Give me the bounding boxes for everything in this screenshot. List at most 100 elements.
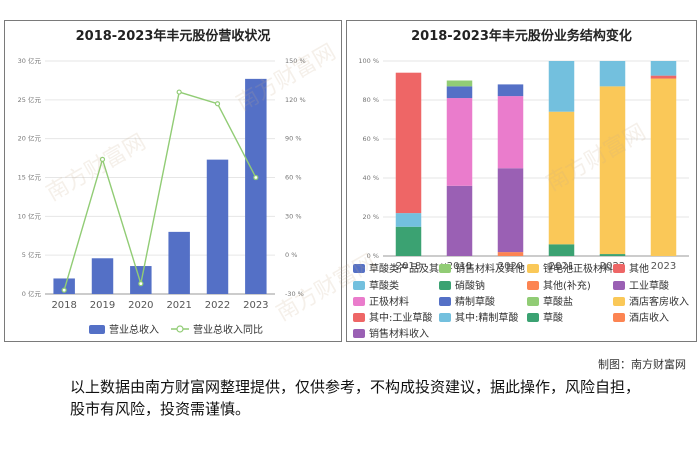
- y-tick-label: 40 %: [362, 174, 379, 182]
- legend-label-revenue: 营业总收入: [109, 323, 159, 336]
- stacked-segment: [446, 86, 473, 99]
- legend-label: 硝酸钠: [455, 279, 485, 292]
- bar: [91, 258, 114, 294]
- legend-label: 精制草酸: [455, 295, 495, 308]
- y-tick-label: 60 %: [362, 135, 379, 143]
- legend-swatch: [527, 264, 539, 273]
- bar: [53, 278, 75, 294]
- x-tick-label: 2022: [205, 300, 230, 311]
- stacked-segment: [650, 78, 677, 256]
- legend-label: 其中:精制草酸: [455, 311, 518, 324]
- legend-swatch: [439, 281, 451, 290]
- y-left-tick-label: 10 亿元: [18, 211, 42, 220]
- stacked-segment: [395, 72, 422, 214]
- structure-chart-title: 2018-2023年丰元股份业务结构变化: [411, 29, 632, 44]
- bar: [168, 231, 190, 294]
- growth-point: [99, 156, 106, 162]
- legend-swatch: [613, 313, 625, 322]
- legend-swatch: [439, 297, 451, 306]
- stacked-segment: [548, 61, 575, 112]
- y-tick-label: 80 %: [362, 96, 379, 104]
- legend-swatch: [353, 297, 365, 306]
- legend-swatch: [353, 281, 365, 290]
- stacked-segment: [650, 75, 677, 79]
- legend-label: 草酸盐: [543, 295, 573, 308]
- x-tick-label: 2020: [498, 261, 523, 272]
- disclaimer-text: 以上数据由南方财富网整理提供，仅供参考，不构成投资建议，据此操作，风险自担，股市…: [70, 378, 641, 418]
- legend-swatch: [353, 264, 365, 273]
- y-right-tick-label: 60 %: [285, 174, 302, 182]
- legend-swatch: [439, 264, 451, 273]
- bar: [130, 266, 152, 294]
- y-right-tick-label: 30 %: [285, 212, 302, 220]
- x-tick-label: 2021: [166, 300, 191, 311]
- growth-line: [63, 91, 257, 291]
- credit-text: 制图：南方财富网: [598, 358, 686, 371]
- revenue-chart: 0 亿元 5 亿元 10 亿元 15 亿元 20 亿元 25 亿元 30 亿元 -30 % 0 …: [18, 56, 306, 336]
- legend-label: 其他(补充): [543, 279, 591, 292]
- revenue-chart-title: 2018-2023年丰元股份营收状况: [75, 29, 271, 44]
- legend-swatch: [613, 297, 625, 306]
- x-tick-label: 2018: [51, 300, 76, 311]
- stacked-segment: [446, 80, 473, 87]
- legend-swatch-growth-point: [176, 325, 184, 333]
- stacked-segment: [395, 226, 422, 256]
- legend-label: 锂电池正极材料: [543, 262, 613, 275]
- y-right-tick-label: -30 %: [285, 290, 304, 298]
- stacked-segment: [650, 61, 677, 76]
- legend-label: 正极材料: [369, 295, 409, 308]
- legend-label: 销售材料收入: [369, 327, 429, 340]
- stacked-segment: [497, 96, 524, 169]
- stacked-segment: [446, 98, 473, 186]
- legend-swatch: [439, 313, 451, 322]
- stacked-segment: [497, 252, 524, 256]
- legend-label: 工业草酸: [629, 279, 669, 292]
- bar: [245, 78, 267, 294]
- y-left-tick-label: 5 亿元: [22, 250, 42, 259]
- x-tick-label: 2020: [128, 300, 153, 311]
- stacked-segment: [497, 84, 524, 97]
- stacked-segment: [395, 213, 422, 227]
- legend-label: 销售材料及其他: [455, 262, 525, 275]
- stacked-segment: [548, 111, 575, 245]
- stacked-segment: [548, 244, 575, 256]
- stacked-segment: [599, 254, 626, 256]
- y-right-tick-label: 150 %: [285, 57, 306, 65]
- x-tick-label: 2019: [90, 300, 115, 311]
- y-right-tick-label: 120 %: [285, 96, 306, 104]
- legend-swatch-revenue: [89, 325, 105, 334]
- x-tick-label: 2018: [396, 261, 421, 272]
- legend-label: 草酸类产品及其他: [369, 262, 449, 275]
- legend-label-growth: 营业总收入同比: [193, 323, 263, 336]
- y-tick-label: 20 %: [362, 213, 379, 221]
- growth-point: [61, 287, 67, 293]
- legend-swatch: [527, 297, 539, 306]
- legend-swatch: [353, 329, 365, 338]
- stacked-segment: [599, 86, 626, 255]
- stacked-segment: [599, 61, 626, 87]
- growth-point: [214, 101, 221, 107]
- revenue-chart-panel: 2018-2023年丰元股份营收状况 0 亿元 5 亿元 10 亿元 15 亿元 20 …: [4, 20, 342, 342]
- x-tick-label: 2021: [549, 261, 574, 272]
- legend-label: 其他: [629, 262, 649, 275]
- y-left-tick-label: 0 亿元: [22, 289, 42, 298]
- legend-label: 其中:工业草酸: [369, 311, 432, 324]
- structure-chart: 0 % 20 % 40 % 60 % 80 % 100 % 2018 2019 2020 2021…: [353, 57, 689, 340]
- legend-label: 酒店客房收入: [629, 295, 689, 308]
- stacked-segment: [446, 185, 473, 256]
- x-tick-label: 2023: [243, 300, 268, 311]
- legend-swatch: [353, 313, 365, 322]
- y-right-tick-label: 90 %: [285, 135, 302, 143]
- y-left-tick-label: 15 亿元: [18, 173, 42, 182]
- y-left-tick-label: 20 亿元: [18, 134, 42, 143]
- x-tick-label: 2022: [600, 261, 625, 272]
- legend-swatch: [613, 264, 625, 273]
- growth-point: [138, 281, 144, 287]
- x-tick-label: 2023: [651, 261, 676, 272]
- legend-label: 草酸: [543, 311, 563, 324]
- growth-point: [253, 174, 259, 181]
- y-left-tick-label: 25 亿元: [18, 95, 42, 104]
- y-left-tick-label: 30 亿元: [18, 56, 42, 65]
- y-tick-label: 0 %: [367, 252, 379, 260]
- y-tick-label: 100 %: [358, 57, 379, 65]
